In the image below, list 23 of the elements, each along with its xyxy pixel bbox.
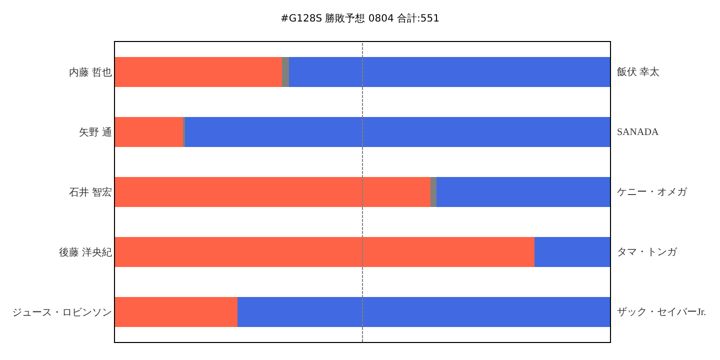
text: 飯伏 幸太 <box>617 66 660 78</box>
y-tick-label: 内藤 哲也 <box>68 66 112 78</box>
y-tick-label: 石井 智宏 <box>68 186 112 198</box>
bar <box>115 57 282 87</box>
bar <box>115 237 534 267</box>
y-tick-label: 矢野 通 <box>78 126 112 138</box>
bar <box>288 57 610 87</box>
bar <box>534 237 610 267</box>
bar <box>184 117 610 147</box>
bar <box>115 297 238 327</box>
chart-title: #G128S 勝敗予想 0804 合計:551 <box>280 12 440 24</box>
bar <box>237 297 610 327</box>
y-tick-label: ジュース・ロビンソン <box>12 308 112 318</box>
text: SANADA <box>617 127 660 138</box>
bar <box>282 57 289 87</box>
y-tick-label: 後藤 洋央紀 <box>58 246 112 258</box>
bar <box>115 117 184 147</box>
bar <box>115 177 430 207</box>
bar <box>430 177 436 207</box>
text: ケニー・オメガ <box>617 187 688 198</box>
text: タマ・トンガ <box>617 247 678 258</box>
text: ザック・セイバーJr. <box>617 307 706 318</box>
bar <box>436 177 610 207</box>
